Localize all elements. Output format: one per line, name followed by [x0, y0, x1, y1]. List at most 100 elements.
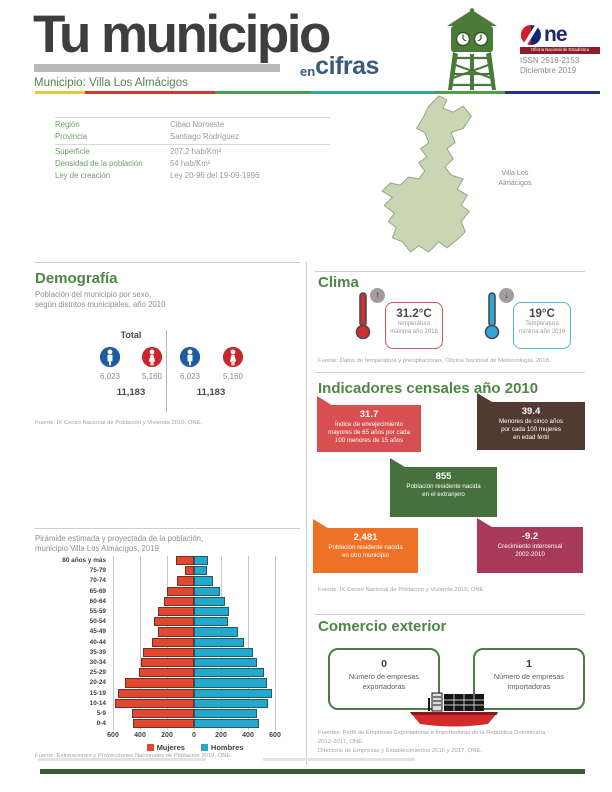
gridline [275, 556, 276, 730]
bar-hombres [194, 709, 257, 719]
arrow-up-icon: ↑ [370, 288, 385, 303]
male-icon [179, 346, 201, 368]
temp-min-value: 19°C [529, 308, 555, 320]
municipio-label: Municipio: Villa Los Almácigos [34, 77, 188, 89]
bar-hombres [194, 668, 264, 678]
demografia-subtitle: Población del municipio por sexo, según … [35, 290, 166, 310]
bar-mujeres [164, 596, 194, 606]
municipality-map [381, 95, 472, 253]
temp-max-label: temperatura máxima año 2018 [390, 321, 438, 336]
age-group-label: 5-9 [96, 710, 106, 717]
total-label: Total [120, 330, 142, 340]
column-divider [306, 262, 307, 765]
bar-mujeres [176, 556, 194, 566]
axis-tick-label: 600 [107, 732, 119, 739]
row-label: Densidad de la población [55, 159, 143, 168]
one-logo-text: ne [544, 23, 567, 46]
table-row: Superficie 207.2 hab/Km² [55, 146, 330, 158]
footer-faint-text-right [263, 758, 415, 761]
axis-tick-label: 200 [161, 732, 173, 739]
section-line [315, 372, 585, 373]
indicator-value: 31.7 [359, 409, 379, 420]
publication-date: Diciembre 2019 [520, 66, 577, 75]
footer-green-bar [40, 769, 585, 774]
strip-segment [85, 91, 215, 94]
bar-hombres [194, 586, 220, 596]
bar-mujeres [117, 688, 194, 698]
indicator-card: 31.7 Índice de envejecimiento mayores de… [317, 396, 421, 452]
bar-hombres [194, 627, 238, 637]
row-label: Ley de creación [55, 171, 111, 180]
age-group-label: 75-79 [89, 567, 106, 575]
row-value: Ley 20-96 del 19-09-1996 [170, 171, 260, 180]
comercio-heading: Comercio exterior [318, 618, 447, 635]
exporters-label: Número de empresas exportadoras [348, 672, 420, 691]
water-tower-icon [447, 8, 497, 90]
table-row: Región Cibao Noroeste [55, 119, 330, 131]
bar-mujeres [154, 617, 194, 627]
importers-label: Número de empresas importadoras [493, 672, 565, 691]
male-count: 6,023 [99, 372, 121, 381]
gridline [248, 556, 249, 730]
section-line [35, 528, 300, 529]
row-value: 207.2 hab/Km² [170, 147, 222, 156]
age-group-label: 60-64 [89, 597, 106, 605]
bar-hombres [194, 658, 258, 668]
bar-mujeres [125, 678, 194, 688]
indicator-card: 855 Población residente nacida en el ext… [390, 458, 497, 517]
indicator-label: Índice de envejecimiento mayores de 65 a… [328, 421, 410, 445]
age-group-label: 80 años y más [62, 557, 106, 564]
gridline [140, 556, 141, 730]
group-divider [166, 330, 167, 412]
pyramid-legend: Mujeres Hombres [100, 743, 290, 752]
temp-min-box: 19°C Temperatura mínima año 2018 [513, 302, 571, 349]
legend-label: Mujeres [156, 743, 185, 752]
axis-tick-label: 400 [134, 732, 146, 739]
clock-faces-icon [455, 31, 489, 47]
age-group-label: 0-4 [96, 720, 106, 728]
exporters-count: 0 [381, 658, 387, 670]
indicator-value: 39.4 [521, 406, 541, 417]
table-row: Densidad de la población 54 hab/Km² [55, 158, 330, 170]
axis-tick-label: 0 [192, 732, 196, 739]
thermometer-max-icon [355, 292, 371, 340]
demografia-source: Fuente: IX Censo Nacional de Población y… [35, 420, 203, 426]
bar-hombres [194, 576, 213, 586]
title-underline-bar [34, 64, 280, 72]
demografia-heading: Demografía [35, 270, 118, 287]
row-label: Provincia [55, 132, 88, 141]
bar-hombres [194, 678, 267, 688]
indicator-label: Población residente nacida en el extranj… [406, 483, 481, 499]
indicator-label: Población residente nacida en otro munic… [328, 544, 403, 560]
gridline [113, 556, 114, 730]
pyramid-plot [113, 556, 276, 730]
group-total: 11,183 [196, 387, 226, 398]
indicator-label: Menores de cinco años por cada 100 mujer… [499, 418, 563, 442]
bar-mujeres [157, 627, 194, 637]
temp-min-label: Temperatura mínima año 2018 [518, 321, 566, 336]
table-divider [55, 144, 330, 145]
bar-hombres [194, 637, 244, 647]
indicator-label: Crecimiento intercensal 2002-2010 [497, 543, 563, 559]
thermometer-min-icon [484, 292, 500, 340]
legend-item: Hombres [200, 743, 243, 752]
section-line [315, 614, 585, 615]
bar-hombres [194, 617, 228, 627]
row-value: 54 hab/Km² [170, 159, 211, 168]
axis-tick-label: 400 [242, 732, 254, 739]
table-border-top [55, 117, 330, 118]
map-label: Villa Los Almácigos [498, 168, 532, 188]
indicator-card: 39.4 Menores de cinco años por cada 100 … [477, 393, 585, 450]
bar-mujeres [157, 607, 194, 617]
one-logo: ne [520, 23, 567, 47]
strip-segment [35, 91, 85, 94]
bar-mujeres [177, 576, 194, 586]
bar-mujeres [115, 698, 194, 708]
temp-max-value: 31.2°C [396, 308, 432, 320]
cargo-ship-icon [410, 692, 498, 727]
header-color-strip [35, 91, 600, 94]
row-label: Superficie [55, 147, 90, 156]
pyramid-axis-ticks: 600 400 200 0 200 400 600 [107, 732, 281, 741]
indicator-value: -9.2 [521, 531, 539, 542]
section-line [315, 271, 585, 272]
